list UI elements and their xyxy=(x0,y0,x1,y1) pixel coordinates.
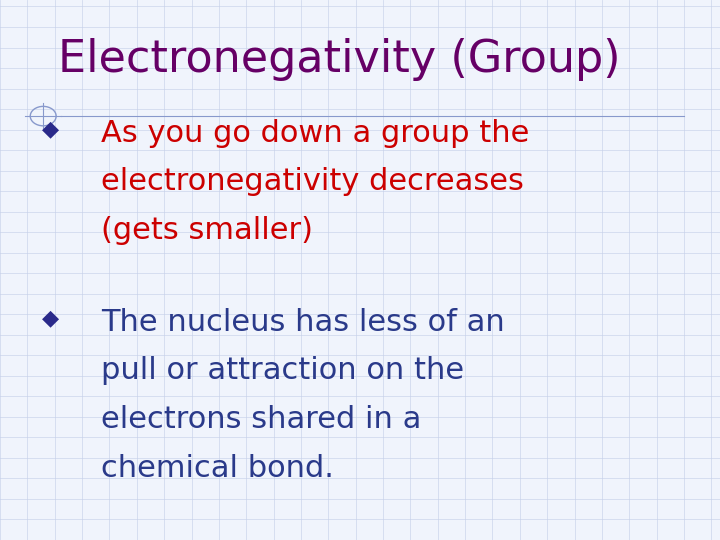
Text: As you go down a group the: As you go down a group the xyxy=(101,119,529,148)
Text: pull or attraction on the: pull or attraction on the xyxy=(101,356,464,386)
Text: The nucleus has less of an: The nucleus has less of an xyxy=(101,308,505,337)
Text: ◆: ◆ xyxy=(42,308,59,328)
Text: ◆: ◆ xyxy=(42,119,59,139)
Text: chemical bond.: chemical bond. xyxy=(101,454,333,483)
Text: Electronegativity (Group): Electronegativity (Group) xyxy=(58,38,620,81)
Text: (gets smaller): (gets smaller) xyxy=(101,216,312,245)
Text: electrons shared in a: electrons shared in a xyxy=(101,405,421,434)
Text: electronegativity decreases: electronegativity decreases xyxy=(101,167,523,197)
